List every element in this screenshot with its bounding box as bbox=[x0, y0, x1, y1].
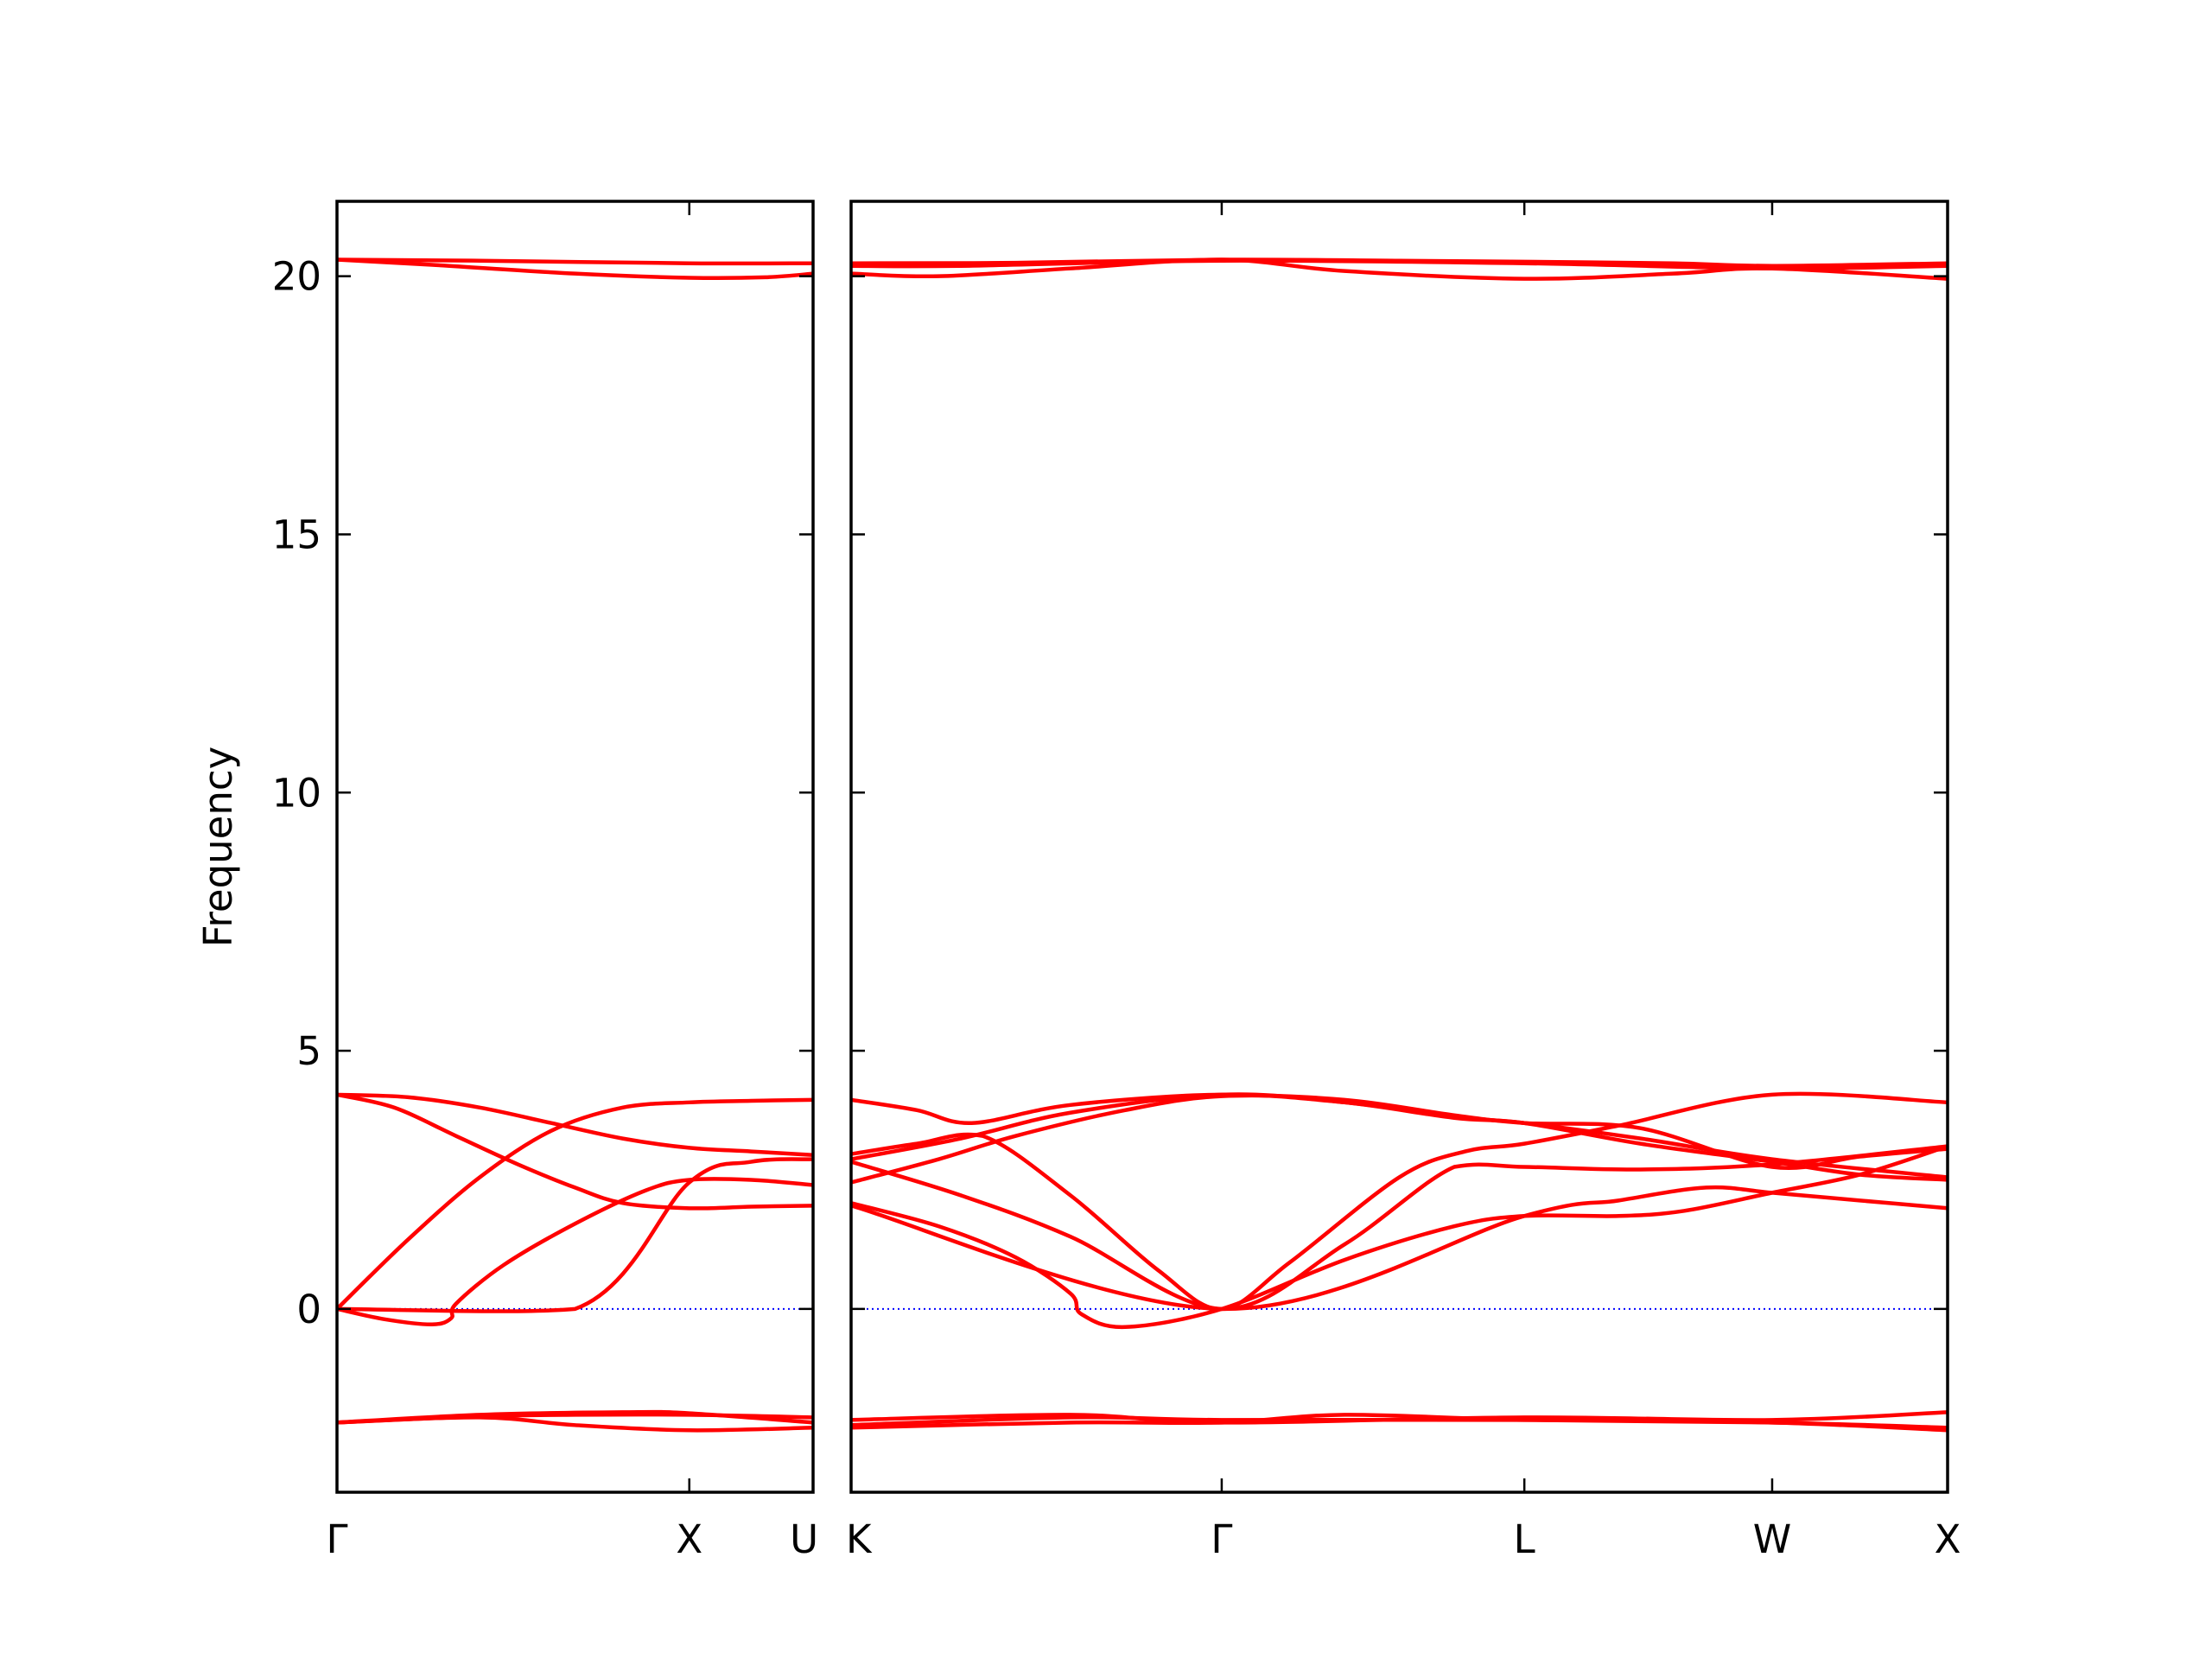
band-line-4 bbox=[337, 1092, 813, 1211]
band-line-1 bbox=[337, 257, 813, 266]
band-line-7 bbox=[851, 1091, 1948, 1312]
band-line-5 bbox=[337, 1097, 813, 1312]
x-tick-label: K bbox=[846, 1516, 873, 1562]
panels-layer: 0 5 10 15 20 Γ X U K Γ L W X bbox=[272, 200, 1961, 1562]
band-line-8 bbox=[851, 1144, 1948, 1312]
x-tick-label: U bbox=[790, 1516, 818, 1562]
y-tick-label: 15 bbox=[272, 512, 321, 557]
band-line-10 bbox=[851, 1185, 1948, 1312]
x-tick-label: X bbox=[676, 1516, 702, 1562]
x-tick-label: L bbox=[1514, 1516, 1535, 1562]
band-line-6 bbox=[337, 1177, 813, 1327]
panel-1: 0 5 10 15 20 Γ X U bbox=[272, 200, 818, 1562]
band-series-group bbox=[851, 257, 1948, 1433]
band-line-6 bbox=[851, 1093, 1948, 1185]
band-series-group bbox=[337, 257, 813, 1433]
band-line-13 bbox=[851, 1413, 1948, 1430]
panel-frame bbox=[335, 200, 815, 1494]
band-line-2 bbox=[337, 257, 813, 281]
y-tick-label: 10 bbox=[272, 770, 321, 816]
band-line-7 bbox=[337, 1157, 813, 1313]
y-axis-label: Frequency bbox=[195, 747, 241, 947]
band-line-10 bbox=[337, 1409, 813, 1425]
x-tick-label: W bbox=[1753, 1516, 1792, 1562]
x-tick-label: Γ bbox=[326, 1516, 347, 1562]
x-tick-label: Γ bbox=[1211, 1516, 1232, 1562]
x-tick-label: X bbox=[1935, 1516, 1961, 1562]
y-tick-label: 0 bbox=[296, 1287, 321, 1332]
y-tick-label: 20 bbox=[272, 254, 321, 300]
panel-frame bbox=[849, 200, 1949, 1494]
y-tick-label: 5 bbox=[296, 1028, 321, 1074]
band-line-3 bbox=[337, 1092, 813, 1158]
band-line-3 bbox=[851, 258, 1948, 270]
